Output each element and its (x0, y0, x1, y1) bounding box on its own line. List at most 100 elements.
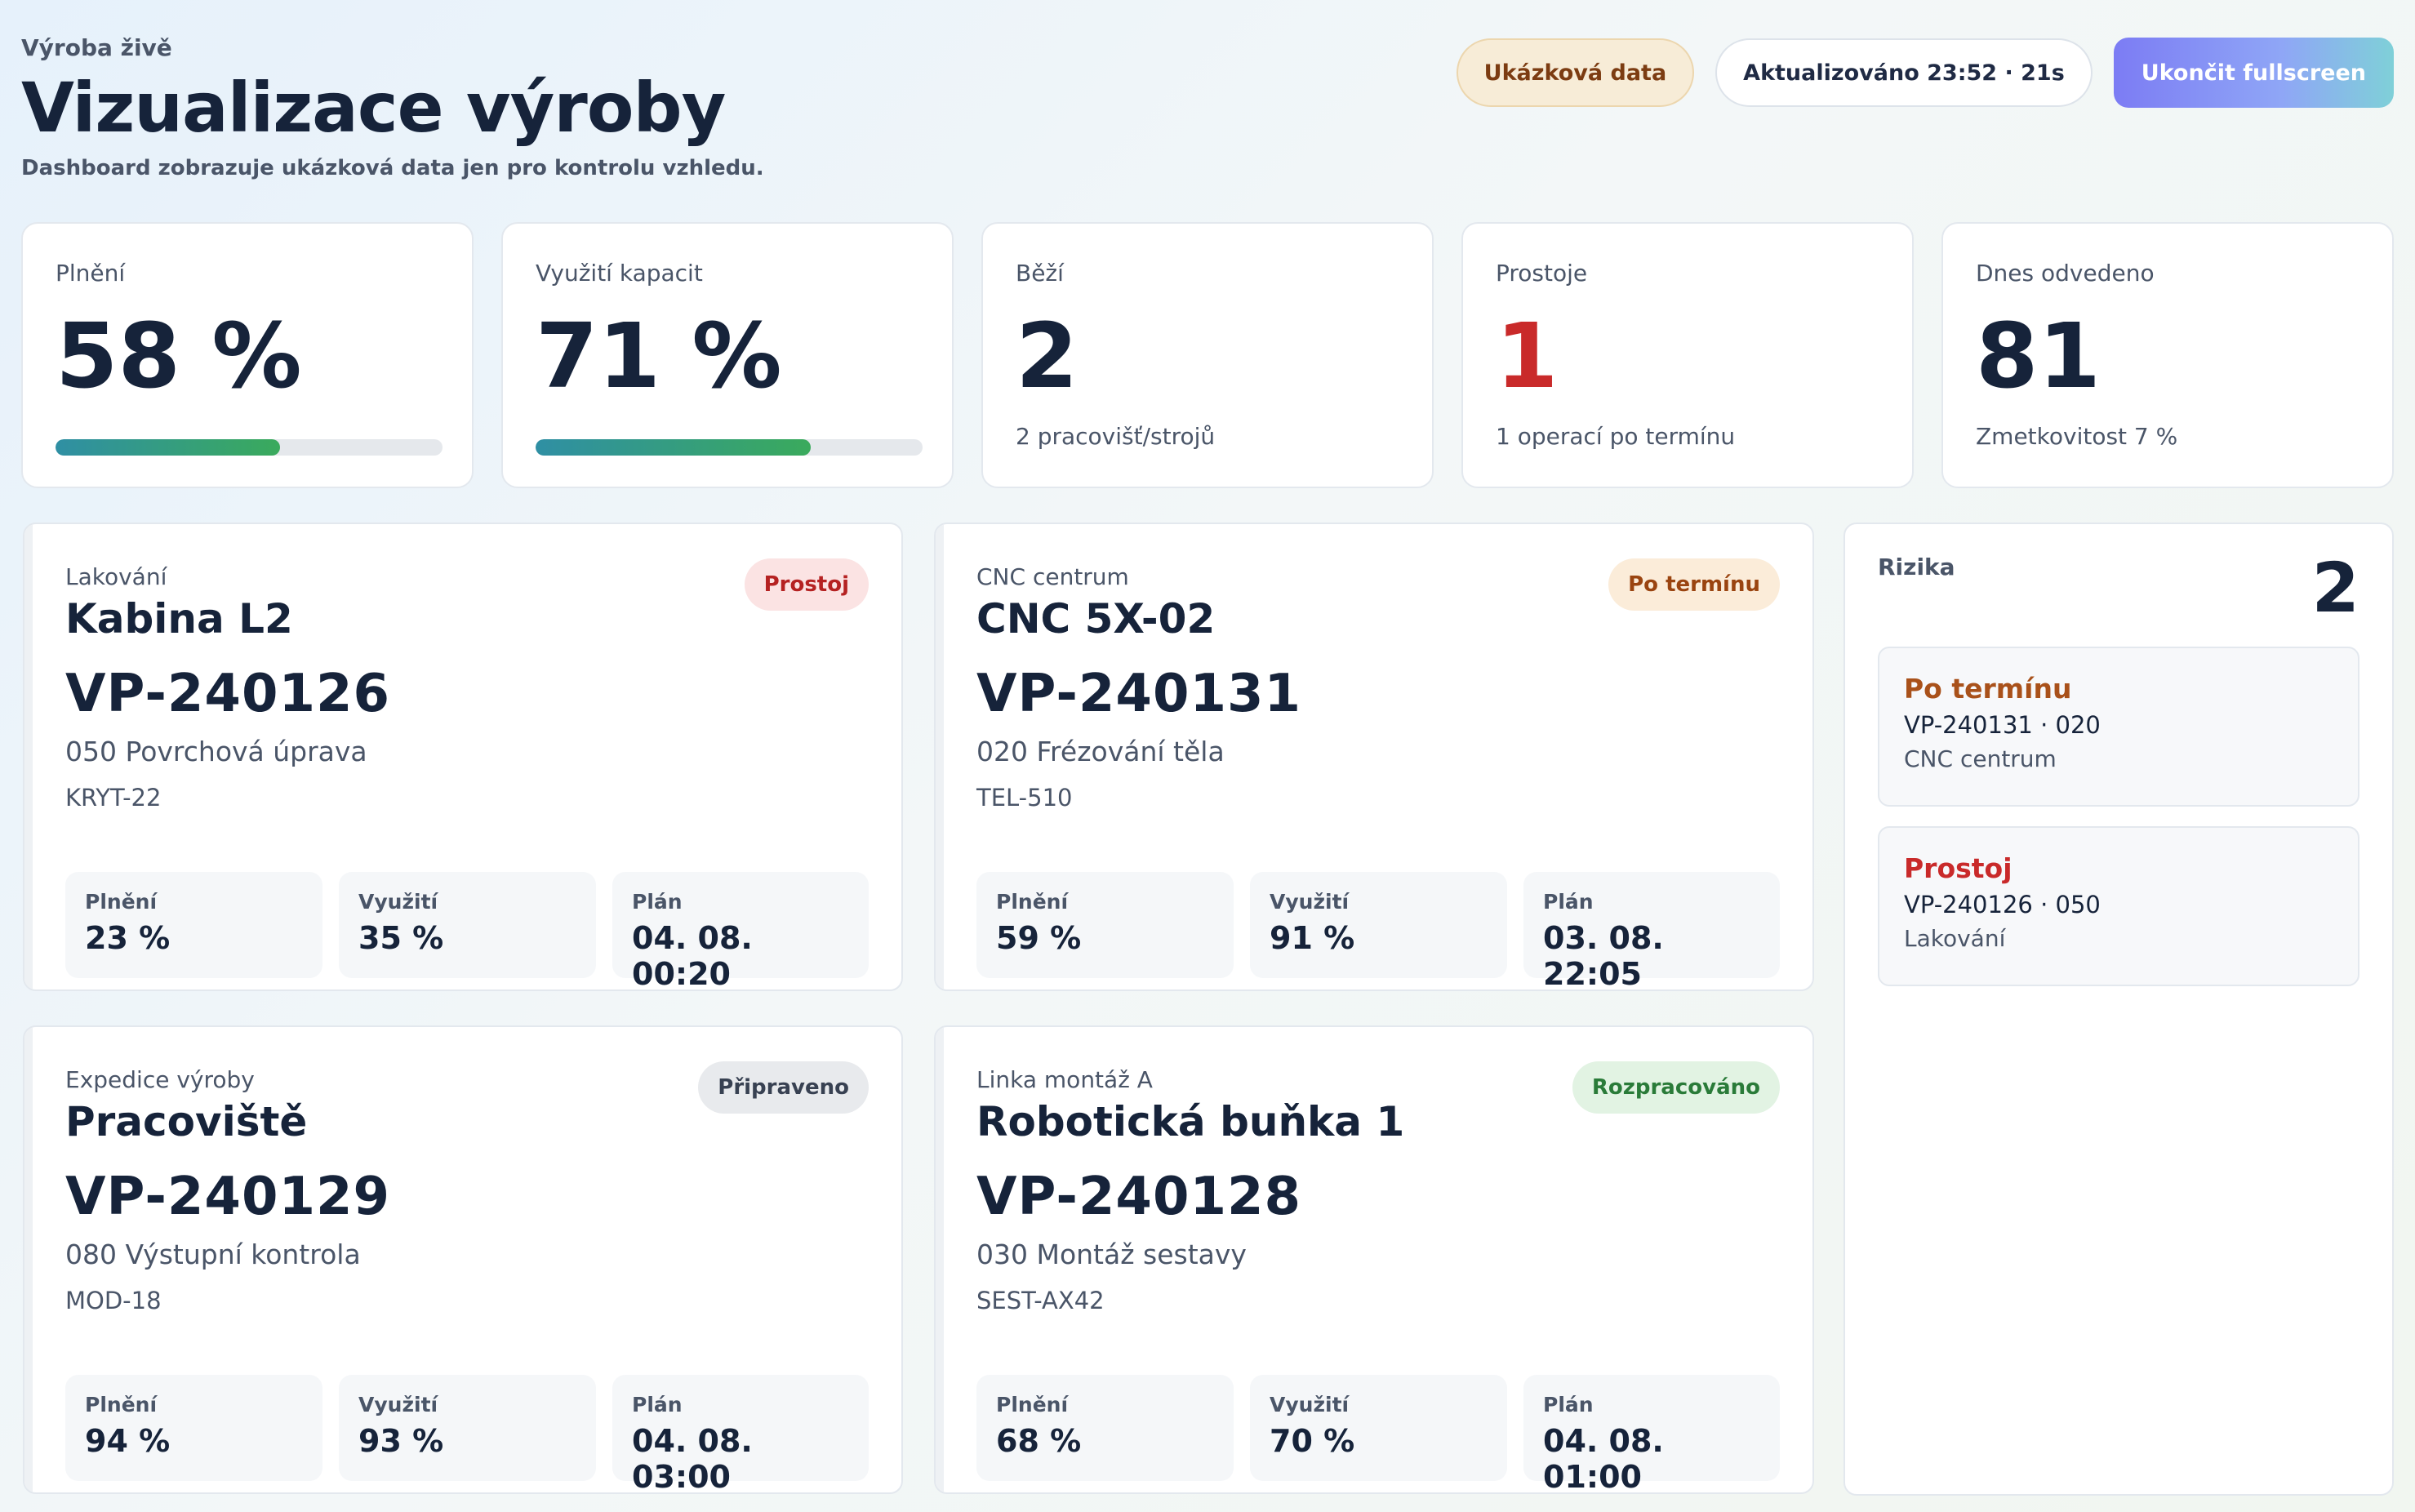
metric-label: Využití (1270, 890, 1350, 914)
status-badge: Prostoj (744, 558, 869, 611)
risks-count: 2 (2311, 548, 2359, 628)
card-category: Linka montáž A (976, 1066, 1153, 1093)
card-metrics: Plnění 23 % Využití 35 % Plán 04. 08. 00… (65, 872, 869, 989)
risk-item[interactable]: Prostoj VP-240126 · 050 Lakování (1878, 826, 2359, 986)
kpi-note: Zmetkovitost 7 % (1976, 423, 2178, 450)
card-operation: 080 Výstupní kontrola (65, 1239, 361, 1270)
metric-vyuziti: Využití 93 % (339, 1375, 596, 1481)
risks-panel: Rizika 2 Po termínu VP-240131 · 020 CNC … (1843, 523, 2394, 1496)
workstation-card[interactable]: Expedice výroby Pracoviště VP-240129 080… (23, 1025, 903, 1494)
metric-label: Využití (358, 890, 438, 914)
metric-value: 04. 08. 03:00 (632, 1423, 753, 1494)
metric-value: 91 % (1270, 920, 1355, 956)
card-operation: 020 Frézování těla (976, 736, 1225, 767)
workstation-card[interactable]: Linka montáž A Robotická buňka 1 VP-2401… (934, 1025, 1814, 1494)
metric-value: 04. 08. 00:20 (632, 920, 753, 991)
status-badge: Připraveno (698, 1061, 869, 1114)
status-badge: Rozpracováno (1572, 1061, 1780, 1114)
card-category: Expedice výroby (65, 1066, 255, 1093)
kpi-label: Běží (1016, 260, 1064, 287)
kpi-row: Plnění 58 % Využití kapacit 71 % Běží 2 … (21, 222, 2394, 488)
kpi-card-prostoje: Prostoje 1 1 operací po termínu (1461, 222, 1914, 488)
kpi-value: 58 % (56, 304, 302, 408)
kpi-progress-fill (536, 439, 811, 456)
card-category: Lakování (65, 563, 167, 590)
kpi-value: 71 % (536, 304, 782, 408)
metric-plneni: Plnění 94 % (65, 1375, 322, 1481)
card-part-number: TEL-510 (976, 784, 1073, 812)
kpi-card-bezi: Běží 2 2 pracovišť/strojů (981, 222, 1434, 488)
card-workstation-name: Kabina L2 (65, 595, 293, 643)
metric-value: 59 % (996, 920, 1082, 956)
kpi-card-vyuziti: Využití kapacit 71 % (501, 222, 954, 488)
kpi-label: Prostoje (1496, 260, 1588, 287)
kpi-card-odvedeno: Dnes odvedeno 81 Zmetkovitost 7 % (1941, 222, 2394, 488)
page-title: Vizualizace výroby (21, 68, 726, 148)
kpi-card-plneni: Plnění 58 % (21, 222, 474, 488)
card-workstation-name: Robotická buňka 1 (976, 1098, 1405, 1145)
card-workstation-name: CNC 5X-02 (976, 595, 1216, 643)
risk-title: Po termínu (1904, 673, 2072, 705)
demo-data-badge: Ukázková data (1456, 38, 1695, 107)
card-category: CNC centrum (976, 563, 1129, 590)
header-actions: Ukázková data Aktualizováno 23:52 · 21s … (1456, 38, 2394, 108)
metric-label: Využití (1270, 1393, 1350, 1416)
risks-title: Rizika (1878, 554, 1955, 580)
card-operation: 030 Montáž sestavy (976, 1239, 1247, 1270)
kpi-value: 2 (1016, 304, 1079, 408)
workstation-card[interactable]: CNC centrum CNC 5X-02 VP-240131 020 Fréz… (934, 523, 1814, 991)
risk-reference: VP-240131 · 020 (1904, 711, 2101, 739)
metric-label: Plán (632, 890, 683, 914)
metric-vyuziti: Využití 70 % (1250, 1375, 1507, 1481)
page-subtitle: Dashboard zobrazuje ukázková data jen pr… (21, 156, 764, 180)
workstation-card[interactable]: Lakování Kabina L2 VP-240126 050 Povrcho… (23, 523, 903, 991)
metric-label: Plán (1543, 890, 1594, 914)
metric-value: 23 % (85, 920, 171, 956)
metric-plan: Plán 04. 08. 01:00 (1523, 1375, 1780, 1492)
metric-value: 35 % (358, 920, 444, 956)
card-operation: 050 Povrchová úprava (65, 736, 367, 767)
card-order-number: VP-240128 (976, 1167, 1302, 1227)
kpi-progress-fill (56, 439, 280, 456)
metric-label: Plnění (996, 890, 1069, 914)
page-header: Výroba živě Vizualizace výroby Dashboard… (21, 34, 2394, 198)
metric-plan: Plán 04. 08. 00:20 (612, 872, 869, 989)
metric-plneni: Plnění 23 % (65, 872, 322, 978)
status-badge: Po termínu (1608, 558, 1780, 611)
risk-reference: VP-240126 · 050 (1904, 891, 2101, 918)
card-part-number: MOD-18 (65, 1287, 162, 1314)
card-part-number: KRYT-22 (65, 784, 162, 812)
page-eyebrow: Výroba živě (21, 34, 172, 61)
kpi-progress-bar (536, 439, 923, 456)
card-metrics: Plnění 59 % Využití 91 % Plán 03. 08. 22… (976, 872, 1780, 989)
card-metrics: Plnění 68 % Využití 70 % Plán 04. 08. 01… (976, 1375, 1780, 1492)
card-metrics: Plnění 94 % Využití 93 % Plán 04. 08. 03… (65, 1375, 869, 1492)
kpi-note: 2 pracovišť/strojů (1016, 423, 1216, 450)
metric-label: Využití (358, 1393, 438, 1416)
metric-plan: Plán 03. 08. 22:05 (1523, 872, 1780, 989)
card-order-number: VP-240131 (976, 664, 1302, 724)
metric-label: Plnění (996, 1393, 1069, 1416)
risk-item[interactable]: Po termínu VP-240131 · 020 CNC centrum (1878, 647, 2359, 807)
risk-title: Prostoj (1904, 852, 2013, 884)
metric-value: 94 % (85, 1423, 171, 1459)
card-order-number: VP-240129 (65, 1167, 391, 1227)
metric-plneni: Plnění 68 % (976, 1375, 1234, 1481)
last-updated-indicator: Aktualizováno 23:52 · 21s (1715, 38, 2093, 107)
kpi-label: Plnění (56, 260, 126, 287)
metric-value: 03. 08. 22:05 (1543, 920, 1664, 991)
kpi-label: Dnes odvedeno (1976, 260, 2155, 287)
metric-value: 70 % (1270, 1423, 1355, 1459)
kpi-note: 1 operací po termínu (1496, 423, 1736, 450)
metric-vyuziti: Využití 35 % (339, 872, 596, 978)
card-order-number: VP-240126 (65, 664, 391, 724)
kpi-value: 81 (1976, 304, 2101, 408)
exit-fullscreen-button[interactable]: Ukončit fullscreen (2113, 38, 2394, 108)
metric-plneni: Plnění 59 % (976, 872, 1234, 978)
metric-vyuziti: Využití 91 % (1250, 872, 1507, 978)
metric-value: 93 % (358, 1423, 444, 1459)
card-workstation-name: Pracoviště (65, 1098, 308, 1145)
metric-value: 04. 08. 01:00 (1543, 1423, 1664, 1494)
metric-label: Plnění (85, 1393, 158, 1416)
kpi-progress-bar (56, 439, 443, 456)
